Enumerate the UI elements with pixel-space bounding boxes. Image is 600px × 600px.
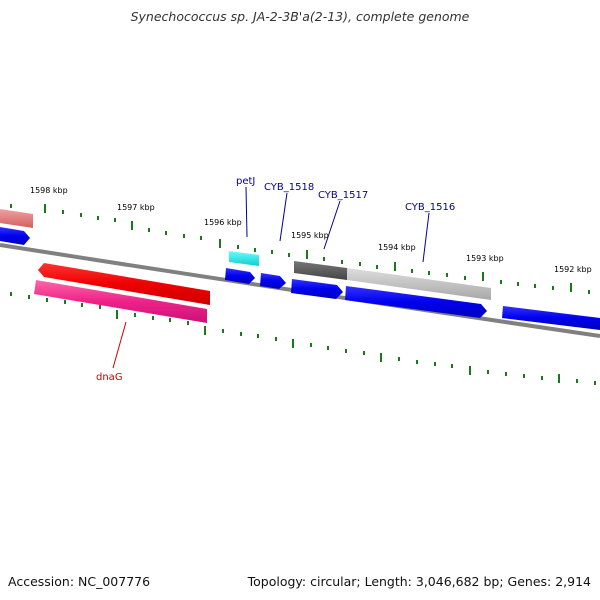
leader-CYB_1518 [279, 192, 288, 242]
leader-CYB_1517 [323, 200, 341, 250]
gene-dnaG [34, 280, 207, 323]
gene-petJ [229, 251, 259, 266]
gene-CYB_1516 [347, 268, 491, 300]
lower-tick-row [10, 292, 596, 385]
gene-pink-partial [0, 209, 33, 228]
gene-blue-e [502, 306, 600, 330]
tick-label-1596: 1596 kbp [204, 218, 242, 227]
gene-CYB_1517 [294, 261, 347, 280]
gene-blue-a [225, 268, 255, 284]
tick-label-1593: 1593 kbp [466, 254, 504, 263]
tick-label-1595: 1595 kbp [291, 231, 329, 240]
leader-CYB_1516 [422, 212, 430, 263]
label-CYB_1516: CYB_1516 [405, 202, 455, 213]
tick-label-1597: 1597 kbp [117, 203, 155, 212]
tick-label-1594: 1594 kbp [378, 243, 416, 252]
gene-blue-partial [0, 227, 30, 245]
leader-petJ [245, 186, 248, 238]
genome-title: Synechococcus sp. JA-2-3B'a(2-13), compl… [130, 9, 470, 24]
gene-dnaG-red [38, 263, 210, 305]
label-petJ: petJ [236, 176, 255, 187]
leader-dnaG [112, 321, 127, 369]
label-CYB_1518: CYB_1518 [264, 182, 314, 193]
tick-label-1598: 1598 kbp [30, 186, 68, 195]
label-CYB_1517: CYB_1517 [318, 190, 368, 201]
gene-CYB_1518 [260, 273, 286, 289]
gene-blue-c [291, 279, 343, 299]
accession-text: Accession: NC_007776 [8, 574, 151, 589]
topology-text: Topology: circular; Length: 3,046,682 bp… [247, 574, 591, 589]
label-dnaG: dnaG [96, 372, 123, 383]
tick-label-1592: 1592 kbp [554, 265, 592, 274]
gene-blue-d [345, 286, 487, 318]
upper-tick-row [10, 204, 590, 294]
